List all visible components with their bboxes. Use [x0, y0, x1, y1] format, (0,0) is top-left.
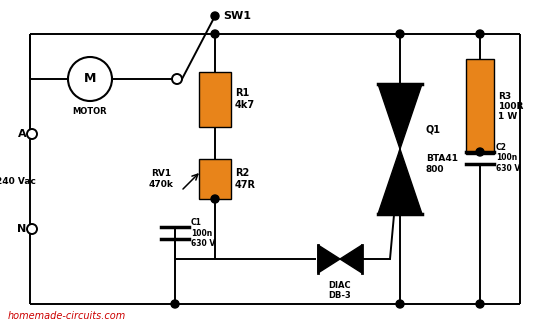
Text: R3
100R
1 W: R3 100R 1 W [498, 91, 523, 121]
Circle shape [396, 300, 404, 308]
Circle shape [211, 12, 219, 20]
Text: R1
4k7: R1 4k7 [235, 88, 255, 110]
Text: C2
100n
630 V: C2 100n 630 V [496, 143, 520, 173]
Polygon shape [378, 84, 422, 149]
Polygon shape [318, 245, 340, 273]
Circle shape [68, 57, 112, 101]
Text: BTA41
800: BTA41 800 [426, 154, 458, 174]
Text: R2
47R: R2 47R [235, 168, 256, 190]
Circle shape [476, 148, 484, 156]
Text: Q1: Q1 [426, 124, 441, 134]
Circle shape [27, 224, 37, 234]
Text: N: N [17, 224, 27, 234]
Text: 240 Vac: 240 Vac [0, 176, 36, 186]
Circle shape [27, 129, 37, 139]
Circle shape [476, 300, 484, 308]
Circle shape [172, 74, 182, 84]
Text: SW1: SW1 [223, 11, 251, 21]
Circle shape [396, 30, 404, 38]
Polygon shape [378, 149, 422, 214]
Text: RV1
470k: RV1 470k [148, 169, 173, 189]
Text: DIAC
DB-3: DIAC DB-3 [329, 281, 351, 300]
Bar [199, 159, 231, 199]
Text: A: A [18, 129, 26, 139]
Bar [199, 71, 231, 126]
Text: homemade-circuits.com: homemade-circuits.com [8, 311, 126, 321]
Polygon shape [340, 245, 362, 273]
Circle shape [476, 30, 484, 38]
Text: MOTOR: MOTOR [73, 107, 107, 115]
Text: C1
100n
630 V: C1 100n 630 V [191, 218, 215, 248]
Circle shape [211, 195, 219, 203]
Circle shape [211, 30, 219, 38]
Circle shape [171, 300, 179, 308]
Bar [466, 59, 494, 154]
Text: M: M [84, 72, 96, 86]
